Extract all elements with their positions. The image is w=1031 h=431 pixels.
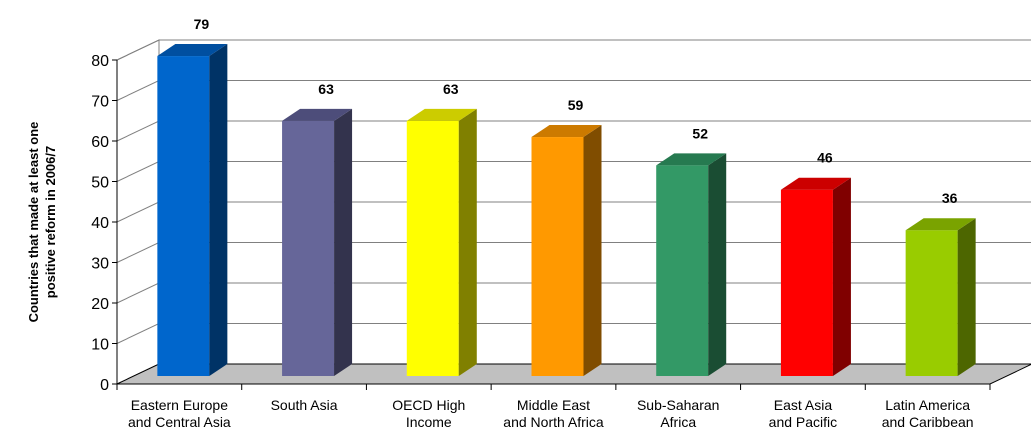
bar-top bbox=[406, 108, 477, 121]
category-label: Sub-Saharan Africa bbox=[637, 397, 720, 430]
category-label: Latin America and Caribbean bbox=[882, 397, 974, 430]
category-label: Middle East and North Africa bbox=[503, 397, 604, 430]
y-tick-label: 10 bbox=[91, 337, 109, 354]
category-label-line: OECD High bbox=[392, 397, 465, 413]
bar-front bbox=[531, 137, 584, 376]
bar-top bbox=[282, 108, 353, 121]
bar-side bbox=[209, 44, 228, 377]
value-label: 63 bbox=[443, 81, 459, 97]
y-axis-label-line: positive reform in 2006/7 bbox=[43, 146, 58, 298]
bar-3 bbox=[531, 125, 602, 376]
bar-5 bbox=[780, 177, 851, 376]
category-label: Eastern Europe and Central Asia bbox=[128, 397, 231, 430]
y-tick-label: 30 bbox=[91, 256, 109, 273]
category-label-line: East Asia bbox=[774, 397, 833, 413]
category-label-line: Income bbox=[406, 414, 452, 430]
value-label: 63 bbox=[318, 81, 334, 97]
bar-1 bbox=[282, 108, 353, 376]
value-label: 46 bbox=[817, 150, 833, 166]
bar-front bbox=[780, 189, 833, 376]
category-label: East Asia and Pacific bbox=[769, 397, 837, 430]
y-tick-label: 40 bbox=[91, 215, 109, 232]
category-label: OECD High Income bbox=[392, 397, 465, 430]
y-tick-label: 80 bbox=[91, 53, 109, 70]
bar-side bbox=[334, 108, 353, 376]
category-label-line: and Pacific bbox=[769, 414, 837, 430]
category-label-line: South Asia bbox=[271, 397, 338, 413]
y-tick-label: 0 bbox=[100, 377, 109, 394]
bar-front bbox=[157, 56, 210, 377]
bar-top bbox=[531, 125, 602, 138]
chart-axes: 0 10 20 30 40 50 60 70 80 bbox=[91, 53, 991, 394]
bar-top bbox=[780, 177, 851, 190]
category-label-line: and North Africa bbox=[503, 414, 604, 430]
bar-top bbox=[905, 218, 976, 231]
y-axis-label: Countries that made at least one positive… bbox=[26, 122, 58, 323]
bar-front bbox=[905, 230, 958, 376]
bar-4 bbox=[656, 153, 727, 376]
category-label-line: Sub-Saharan bbox=[637, 397, 720, 413]
bar-side bbox=[832, 177, 851, 376]
bar-6 bbox=[905, 218, 976, 376]
bar-2 bbox=[406, 108, 477, 376]
bar-side bbox=[708, 153, 727, 376]
value-label: 36 bbox=[942, 190, 958, 206]
y-tick-label: 50 bbox=[91, 175, 109, 192]
category-label-line: Africa bbox=[660, 414, 696, 430]
bar-side bbox=[583, 125, 602, 376]
value-label: 52 bbox=[692, 125, 708, 141]
bar-top bbox=[656, 153, 727, 166]
category-label-line: and Central Asia bbox=[128, 414, 231, 430]
category-label-line: Eastern Europe bbox=[131, 397, 228, 413]
chart-bars bbox=[157, 44, 976, 377]
bar-0 bbox=[157, 44, 228, 377]
gridline bbox=[116, 39, 1031, 61]
y-tick-label: 60 bbox=[91, 134, 109, 151]
y-axis-label-line: Countries that made at least one bbox=[26, 122, 41, 323]
bar-top bbox=[157, 44, 228, 57]
bar-front bbox=[656, 165, 709, 376]
bar-front bbox=[406, 120, 459, 376]
bar-side bbox=[957, 218, 976, 376]
chart-labels: 79 Eastern Europe and Central Asia 63 South … bbox=[128, 16, 974, 430]
y-tick-label: 20 bbox=[91, 296, 109, 313]
value-label: 59 bbox=[568, 97, 584, 113]
value-label: 79 bbox=[194, 16, 210, 32]
category-label-line: Latin America bbox=[885, 397, 970, 413]
bar-front bbox=[282, 120, 335, 376]
category-label: South Asia bbox=[271, 397, 338, 413]
y-tick-label: 70 bbox=[91, 94, 109, 111]
bar-side bbox=[458, 108, 477, 376]
category-label-line: Middle East bbox=[517, 397, 590, 413]
category-label-line: and Caribbean bbox=[882, 414, 974, 430]
